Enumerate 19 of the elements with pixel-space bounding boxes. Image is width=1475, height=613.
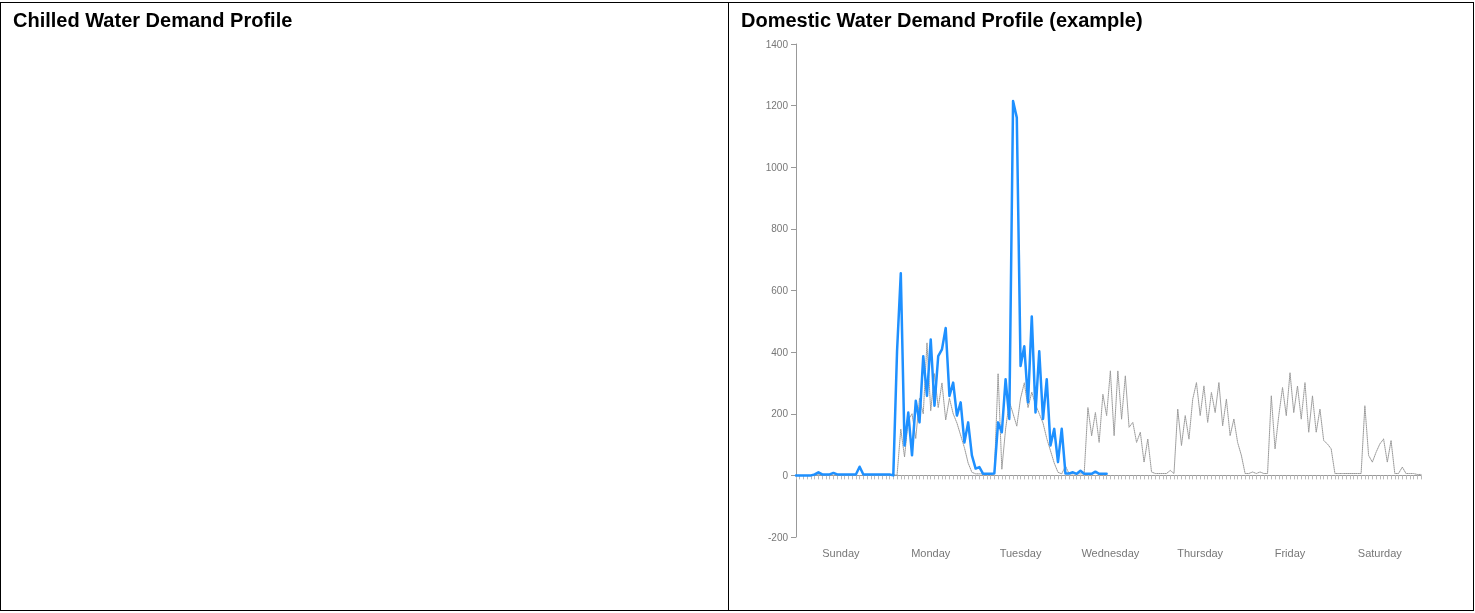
y-tick-label: 1000	[765, 161, 789, 173]
x-tick-label: Monday	[911, 546, 951, 559]
line-series	[794, 99, 1108, 477]
text: Chilled Water Demand Profile	[13, 9, 294, 32]
x-tick-label: Saturday	[1357, 546, 1403, 559]
y-tick-label: 200	[771, 408, 789, 420]
x-tick-label: Wednesday	[1081, 546, 1140, 559]
y-tick-label: 0	[782, 469, 789, 481]
x-tick-label: Tuesday	[999, 546, 1042, 559]
y-tick-label: 600	[771, 285, 789, 296]
y-tick-label: 1200	[765, 100, 789, 112]
x-tick-label: Friday	[1274, 546, 1306, 559]
y-tick-label: -200	[767, 531, 789, 543]
x-tick-label: Thursday	[1177, 546, 1224, 559]
y-tick-label: 800	[771, 223, 789, 235]
x-tick-label: Sunday	[822, 546, 861, 559]
chart-title: Domestic Water Demand Profile (example)	[741, 9, 1144, 32]
y-tick-label: 400	[771, 346, 789, 358]
y-tick-label: 1400	[765, 38, 789, 50]
